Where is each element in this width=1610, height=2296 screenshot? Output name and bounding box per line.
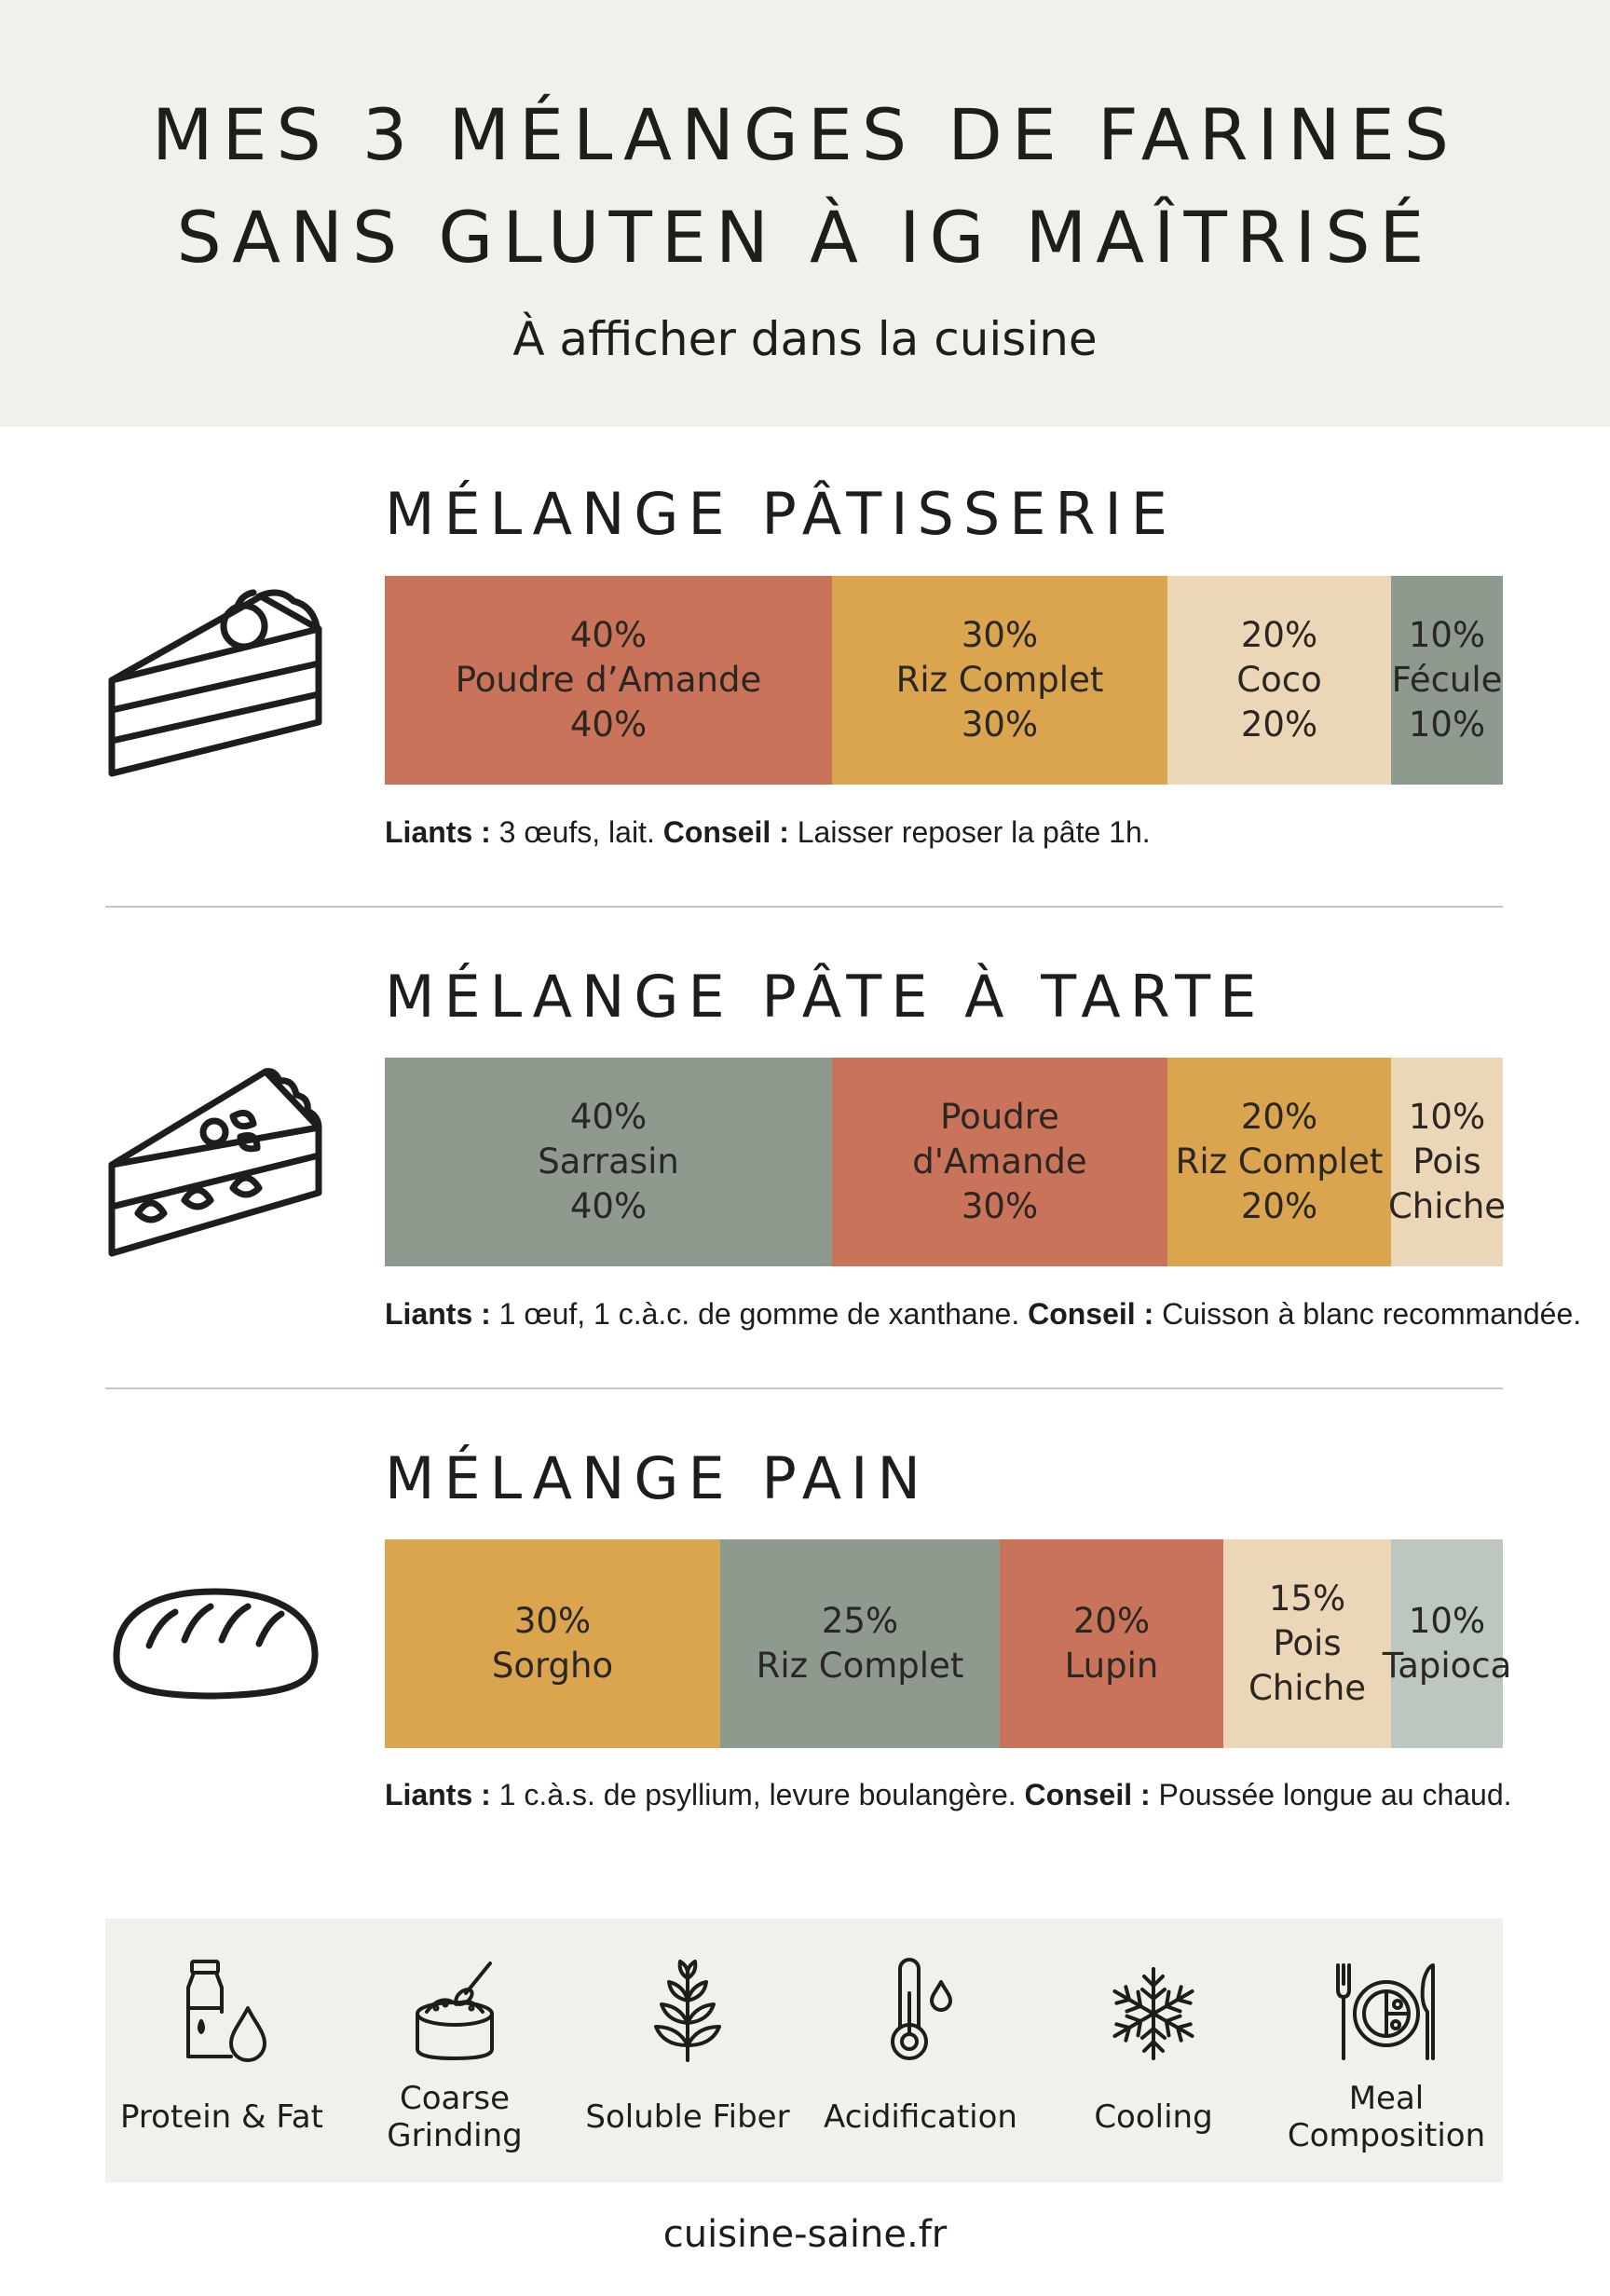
segment-label-line: 20% [1240,1097,1318,1137]
blend-segment: 40% Sarrasin 40% [385,1058,832,1266]
section-title: MÉLANGE PÂTISSERIE [385,480,1177,548]
tip-label: Protein & Fat [120,2098,323,2136]
tip-cooling: Cooling [1037,1919,1270,2182]
milk-bottle-drop-icon [186,1960,266,2062]
snowflake-icon [1112,1967,1194,2060]
segment-label-line: 20% [1072,1601,1151,1641]
footer-site[interactable]: cuisine-saine.fr [662,2213,948,2256]
blend-bar: 40% Sarrasin 40% Poudre d'Amande 30% 20% Riz Co… [385,1058,1507,1266]
segment-label-line: Riz Complet [895,660,1104,700]
segment-label-line: 10% [1408,704,1486,745]
tip-label: Conseil : [662,815,789,849]
binders-text: 1 œuf, 1 c.à.c. de gomme de xanthane. [490,1297,1029,1331]
blend-segment: Poudre d'Amande 30% [832,1058,1167,1266]
tip-label: Conseil : [1024,1778,1151,1811]
binders-text: 3 œufs, lait. [490,815,663,849]
segment-label-line: Riz Complet [1175,1141,1384,1182]
segment-label-line: Tapioca [1382,1646,1512,1686]
blend-segment: 25% Riz Complet [720,1539,1000,1748]
tip-text: Cuisson à blanc recommandée. [1153,1297,1582,1331]
segment-label-line: Chiche [1387,1186,1507,1226]
segment-label-line: 20% [1240,704,1318,745]
segment-label-line: 40% [569,1186,648,1226]
segment-label-line: Lupin [1064,1646,1159,1686]
blend-segment: 30% Riz Complet 30% [832,576,1167,785]
tip-meal-composition: Meal Composition [1270,1919,1503,2182]
segment-label-line: Fécule [1391,660,1503,700]
segment-label-line: 30% [961,704,1039,745]
page-subtitle: À afficher dans la cuisine [512,312,1098,366]
blend-segment: 10% Fécule 10% [1391,576,1503,785]
tips-strip: Protein & Fat Coarse Grinding Soluble Fi… [105,1919,1503,2182]
tip-label: Coarse Grinding [387,2080,523,2154]
plate-cutlery-icon [1336,1963,1435,2060]
section-divider [105,906,1503,908]
tip-label: Meal Composition [1287,2080,1486,2154]
segment-label-line: 20% [1240,1186,1318,1226]
segment-label-line: 15% [1268,1578,1346,1619]
section-note: Liants : 1 œuf, 1 c.à.c. de gomme de xan… [385,1297,1581,1332]
flour-bowl-scoop-icon [416,1961,494,2060]
page-title-line-1: MES 3 MÉLANGES DE FARINES [151,93,1459,176]
tip-soluble-fiber: Soluble Fiber [571,1919,804,2182]
tip-acidification: Acidification [804,1919,1037,2182]
blend-segment: 20% Lupin [1000,1539,1223,1748]
blend-segment: 20% Coco 20% [1167,576,1391,785]
blend-segment: 15% Pois Chiche [1223,1539,1391,1748]
tip-label: Soluble Fiber [585,2098,790,2136]
segment-label-line: d'Amande [912,1141,1087,1182]
tip-text: Poussée longue au chaud. [1150,1778,1512,1811]
wheat-plant-icon [654,1960,721,2062]
blend-bar: 40% Poudre d’Amande 40% 30% Riz Complet 30% 20… [385,576,1503,785]
segment-label-line: 40% [569,704,648,745]
header-banner: MES 3 MÉLANGES DE FARINES SANS GLUTEN À … [0,0,1610,427]
segment-label-line: Riz Complet [756,1646,964,1686]
section-note: Liants : 3 œufs, lait. Conseil : Laisser… [385,815,1151,850]
blend-segment: 40% Poudre d’Amande 40% [385,576,832,785]
segment-label-line: 30% [513,1601,592,1641]
page-title-line-2: SANS GLUTEN À IG MAÎTRISÉ [176,196,1434,279]
segment-label-line: 20% [1240,615,1318,655]
segment-label-line: 40% [569,1097,648,1137]
blend-segment: 30% Sorgho [385,1539,720,1748]
segment-label-line: 30% [961,615,1039,655]
section-title: MÉLANGE PÂTE À TARTE [385,963,1266,1031]
section-title: MÉLANGE PAIN [385,1444,930,1512]
segment-label-line: 30% [961,1186,1039,1226]
tip-label: Cooling [1094,2098,1213,2136]
cake-slice-icon [108,589,322,777]
tip-protein-fat: Protein & Fat [105,1919,338,2182]
bread-loaf-icon [113,1588,319,1700]
segment-label-line: 10% [1408,1601,1486,1641]
segment-label-line: Poudre [940,1097,1059,1137]
segment-label-line: Sarrasin [538,1141,679,1182]
section-note: Liants : 1 c.à.s. de psyllium, levure bo… [385,1778,1512,1812]
segment-label-line: Pois [1412,1141,1481,1182]
thermometer-drop-icon [891,1958,952,2060]
tip-label: Conseil : [1028,1297,1154,1331]
tip-text: Laisser reposer la pâte 1h. [788,815,1151,849]
binders-label: Liants : [385,1297,491,1331]
segment-label-line: 10% [1408,615,1486,655]
segment-label-line: Coco [1236,660,1322,700]
binders-label: Liants : [385,815,491,849]
segment-label-line: Sorgho [491,1646,614,1686]
section-divider [105,1387,1503,1389]
binders-label: Liants : [385,1778,491,1811]
segment-label-line: Chiche [1248,1668,1367,1708]
tip-coarse-grinding: Coarse Grinding [338,1919,571,2182]
tip-label: Acidification [824,2098,1017,2136]
segment-label-line: 40% [569,615,648,655]
blend-bar: 30% Sorgho 25% Riz Complet 20% Lupin 15% Pois Ch… [385,1539,1511,1748]
blend-segment: 10% Tapioca [1383,1539,1511,1748]
blend-segment: 10% Pois Chiche [1387,1058,1507,1266]
tart-slice-icon [108,1068,322,1257]
segment-label-line: Pois [1273,1623,1342,1663]
segment-label-line: 25% [821,1601,899,1641]
segment-label-line: 10% [1408,1097,1486,1137]
segment-label-line: Poudre d’Amande [455,660,762,700]
binders-text: 1 c.à.s. de psyllium, levure boulangère. [490,1778,1025,1811]
blend-segment: 20% Riz Complet 20% [1167,1058,1391,1266]
